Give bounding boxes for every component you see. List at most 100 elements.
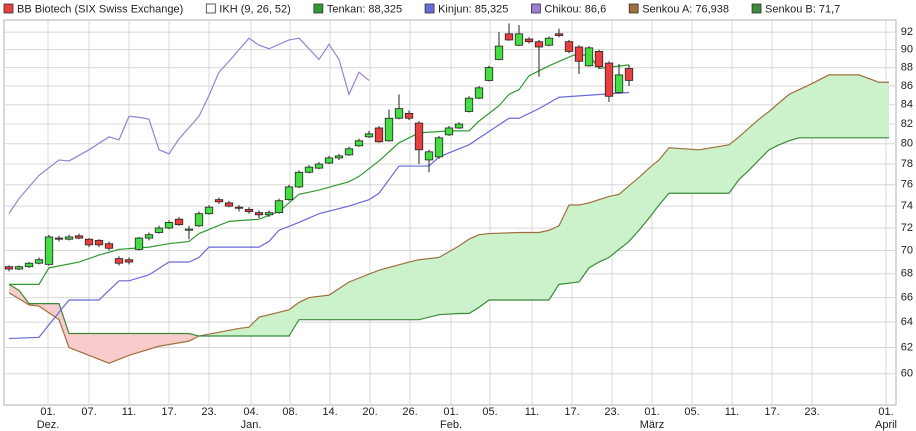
x-tick-label: 17. xyxy=(161,406,176,418)
cloud-fill xyxy=(589,199,599,268)
x-tick-label: 23. xyxy=(804,406,819,418)
candle-body xyxy=(574,46,584,62)
candle-body xyxy=(214,199,224,203)
cloud-fill xyxy=(239,327,249,337)
cloud-fill xyxy=(129,333,159,356)
line-series xyxy=(8,37,370,215)
cloud xyxy=(9,74,889,364)
x-tick-label: 04. xyxy=(243,406,258,418)
candle-body xyxy=(34,259,44,264)
candle-body xyxy=(184,228,194,231)
cloud-fill xyxy=(409,259,419,320)
cloud-fill xyxy=(779,94,789,145)
cloud-fill xyxy=(649,159,659,219)
y-tick-label: 92 xyxy=(901,26,913,38)
candle-body xyxy=(504,33,514,41)
cloud-fill xyxy=(439,245,459,315)
cloud-fill xyxy=(659,147,669,206)
axes: 60 62 64 66 68 70 72 74 76 78 80 82 84 86 88 90 92 01. 07.… xyxy=(37,26,913,431)
candle-body xyxy=(554,33,564,36)
candle-body xyxy=(414,122,424,151)
candle-body xyxy=(564,41,574,52)
cloud-fill xyxy=(9,284,19,299)
x-tick-label: 05. xyxy=(684,406,699,418)
cloud-fill xyxy=(699,144,729,194)
x-tick-label: 14. xyxy=(322,406,337,418)
y-tick-label: 90 xyxy=(901,44,913,56)
candle-body xyxy=(194,213,204,227)
legend-swatch xyxy=(313,3,324,14)
cloud-fill xyxy=(569,205,579,284)
cloud-fill xyxy=(579,202,589,282)
candle-body xyxy=(294,171,304,188)
y-tick-label: 68 xyxy=(901,268,913,280)
candle-body xyxy=(64,236,74,240)
x-tick-label: 17. xyxy=(764,406,779,418)
y-tick-label: 76 xyxy=(901,179,913,191)
legend-label: IKH (9, 26, 52) xyxy=(219,3,291,15)
y-tick-label: 78 xyxy=(901,158,913,170)
cloud-fill xyxy=(549,225,559,300)
candle-body xyxy=(604,62,614,97)
cloud-fill xyxy=(469,234,479,314)
cloud-fill xyxy=(669,147,699,194)
candle-body xyxy=(314,163,324,169)
candle-body xyxy=(44,236,54,265)
x-tick-label: 01. xyxy=(443,406,458,418)
candle-body xyxy=(54,237,64,240)
candle-body xyxy=(254,212,264,216)
candle-body xyxy=(124,259,134,263)
candles xyxy=(4,23,634,272)
candle-body xyxy=(174,218,184,226)
candle-body xyxy=(324,157,334,164)
cloud-fill xyxy=(759,111,769,160)
candle-body xyxy=(624,68,634,81)
candle-body xyxy=(344,148,354,156)
x-tick-label: 20. xyxy=(362,406,377,418)
candle-body xyxy=(374,127,384,143)
legend-swatch xyxy=(205,3,216,14)
candle-body xyxy=(94,239,104,246)
cloud-fill xyxy=(619,185,629,250)
cloud-fill xyxy=(559,205,569,285)
cloud-fill xyxy=(789,89,799,141)
candle-body xyxy=(464,97,474,112)
cloud-fill xyxy=(479,233,489,308)
candle-body xyxy=(164,222,174,229)
cloud-fill xyxy=(629,177,639,242)
x-tick-label: 11. xyxy=(525,406,539,418)
cloud-fill xyxy=(609,194,619,258)
cloud-fill xyxy=(729,136,739,194)
candle-body xyxy=(434,137,444,158)
candle-body xyxy=(14,266,24,270)
legend-label: Tenkan: 88,325 xyxy=(327,3,402,15)
x-period-label: März xyxy=(640,419,664,431)
x-tick-label: 26. xyxy=(402,406,417,418)
x-tick-label: 08. xyxy=(282,406,297,418)
candle-body xyxy=(544,37,554,46)
x-period-label: Dez. xyxy=(37,419,60,431)
cloud-fill xyxy=(159,333,189,347)
x-tick-label: 01. xyxy=(40,406,55,418)
legend-label: BB Biotech (SIX Swiss Exchange) xyxy=(17,3,183,15)
y-tick-label: 80 xyxy=(901,138,913,150)
cloud-fill xyxy=(59,303,69,348)
candle-body xyxy=(204,206,214,215)
candle-body xyxy=(614,74,624,93)
legend-label: Senkou A: 76,938 xyxy=(642,3,729,15)
cloud-fill xyxy=(809,74,829,138)
candle-body xyxy=(284,186,294,201)
cloud-fill xyxy=(799,85,809,138)
candle-body xyxy=(334,155,344,159)
x-period-label: Feb. xyxy=(440,419,462,431)
candle-body xyxy=(514,33,524,46)
x-period-label: April xyxy=(875,419,897,431)
cloud-fill xyxy=(749,119,759,171)
cloud-fill xyxy=(519,232,539,300)
y-tick-label: 84 xyxy=(901,99,913,111)
cloud-fill xyxy=(539,230,549,300)
cloud-fill xyxy=(289,302,299,337)
x-tick-label: 11. xyxy=(725,406,739,418)
cloud-fill xyxy=(829,74,859,138)
